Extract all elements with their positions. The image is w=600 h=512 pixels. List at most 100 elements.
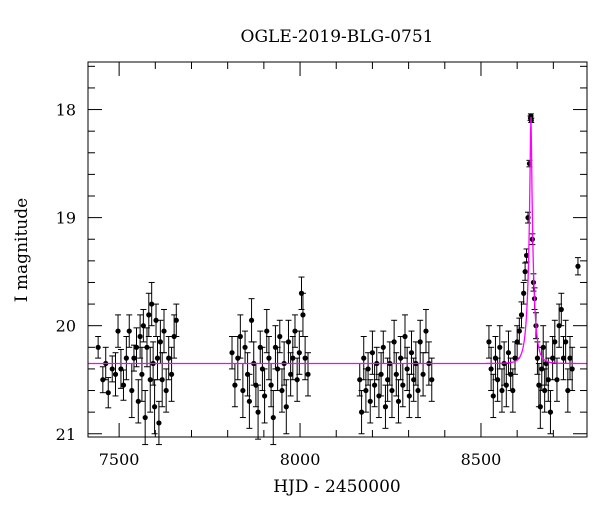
- data-point: [305, 352, 312, 397]
- data-point: [278, 368, 285, 413]
- data-point: [105, 377, 112, 409]
- data-point: [287, 352, 294, 397]
- data-point: [422, 308, 429, 354]
- point-marker: [248, 317, 255, 323]
- point-marker: [417, 339, 423, 345]
- point-marker: [240, 387, 246, 394]
- point-marker: [300, 312, 306, 318]
- point-marker: [510, 387, 516, 394]
- data-point: [140, 308, 147, 343]
- point-marker: [567, 355, 573, 361]
- point-marker: [558, 306, 564, 313]
- point-marker: [521, 290, 527, 296]
- data-point: [551, 319, 558, 365]
- data-point: [428, 357, 435, 402]
- data-point: [410, 357, 417, 402]
- point-marker: [118, 366, 124, 372]
- point-marker: [495, 377, 501, 383]
- data-point: [560, 335, 567, 381]
- point-marker: [283, 404, 289, 410]
- point-marker: [358, 409, 365, 415]
- point-marker: [146, 312, 152, 318]
- point-marker: [369, 350, 376, 356]
- data-point: [95, 335, 102, 359]
- data-point: [490, 373, 497, 419]
- data-point: [537, 384, 544, 429]
- y-tick-label: 18: [56, 101, 76, 120]
- data-point: [569, 346, 576, 392]
- data-point: [154, 335, 161, 381]
- data-point: [388, 363, 395, 419]
- point-marker: [363, 387, 369, 394]
- data-point: [263, 308, 270, 354]
- data-point: [291, 314, 298, 348]
- point-marker: [523, 252, 530, 259]
- data-point: [574, 257, 581, 276]
- point-marker: [393, 371, 399, 377]
- data-point: [294, 357, 301, 402]
- data-point: [109, 355, 116, 383]
- point-marker: [361, 355, 367, 361]
- data-point: [117, 348, 124, 389]
- data-point: [261, 368, 268, 424]
- point-marker: [142, 414, 148, 421]
- data-point: [115, 314, 122, 348]
- point-marker: [380, 344, 386, 350]
- data-point: [420, 352, 427, 397]
- point-marker: [395, 398, 402, 404]
- point-marker: [296, 350, 302, 356]
- data-point: [401, 314, 408, 359]
- data-point: [296, 330, 303, 375]
- data-point: [558, 292, 565, 327]
- point-marker: [261, 393, 268, 399]
- data-point: [283, 379, 290, 435]
- point-marker: [137, 333, 143, 340]
- point-marker: [385, 377, 391, 383]
- point-marker: [560, 355, 567, 361]
- data-point: [168, 346, 175, 402]
- data-point: [151, 379, 158, 435]
- data-point: [417, 319, 424, 365]
- x-axis-label: HJD - 2450000: [273, 477, 401, 497]
- point-marker: [275, 366, 281, 372]
- point-marker: [126, 328, 132, 334]
- data-point: [237, 314, 244, 359]
- point-marker: [109, 366, 115, 372]
- point-marker: [147, 377, 153, 383]
- point-marker: [123, 355, 129, 361]
- data-point: [231, 363, 238, 408]
- point-marker: [264, 328, 270, 334]
- point-marker: [154, 355, 161, 361]
- point-marker: [302, 355, 308, 361]
- point-marker: [135, 398, 141, 404]
- point-marker: [357, 377, 363, 383]
- data-point: [358, 390, 365, 435]
- point-marker: [161, 328, 167, 334]
- data-point: [246, 373, 253, 429]
- point-marker: [115, 328, 121, 334]
- data-point: [145, 292, 152, 337]
- point-marker: [391, 339, 397, 345]
- point-marker: [290, 355, 296, 361]
- point-marker: [105, 390, 111, 396]
- point-marker: [554, 377, 560, 383]
- point-marker: [279, 387, 285, 394]
- point-marker: [168, 371, 175, 377]
- data-point: [553, 357, 560, 402]
- point-marker: [423, 328, 429, 334]
- point-marker: [159, 377, 165, 383]
- point-marker: [534, 355, 541, 361]
- y-tick-label: 20: [56, 317, 76, 336]
- point-marker: [499, 387, 505, 394]
- point-marker: [542, 387, 548, 394]
- point-marker: [246, 398, 252, 404]
- point-marker: [411, 377, 417, 383]
- data-point: [123, 335, 130, 381]
- point-marker: [292, 328, 298, 334]
- point-marker: [131, 355, 137, 361]
- point-marker: [153, 317, 159, 323]
- data-point: [255, 384, 262, 440]
- data-point: [137, 314, 144, 359]
- data-point: [518, 301, 525, 329]
